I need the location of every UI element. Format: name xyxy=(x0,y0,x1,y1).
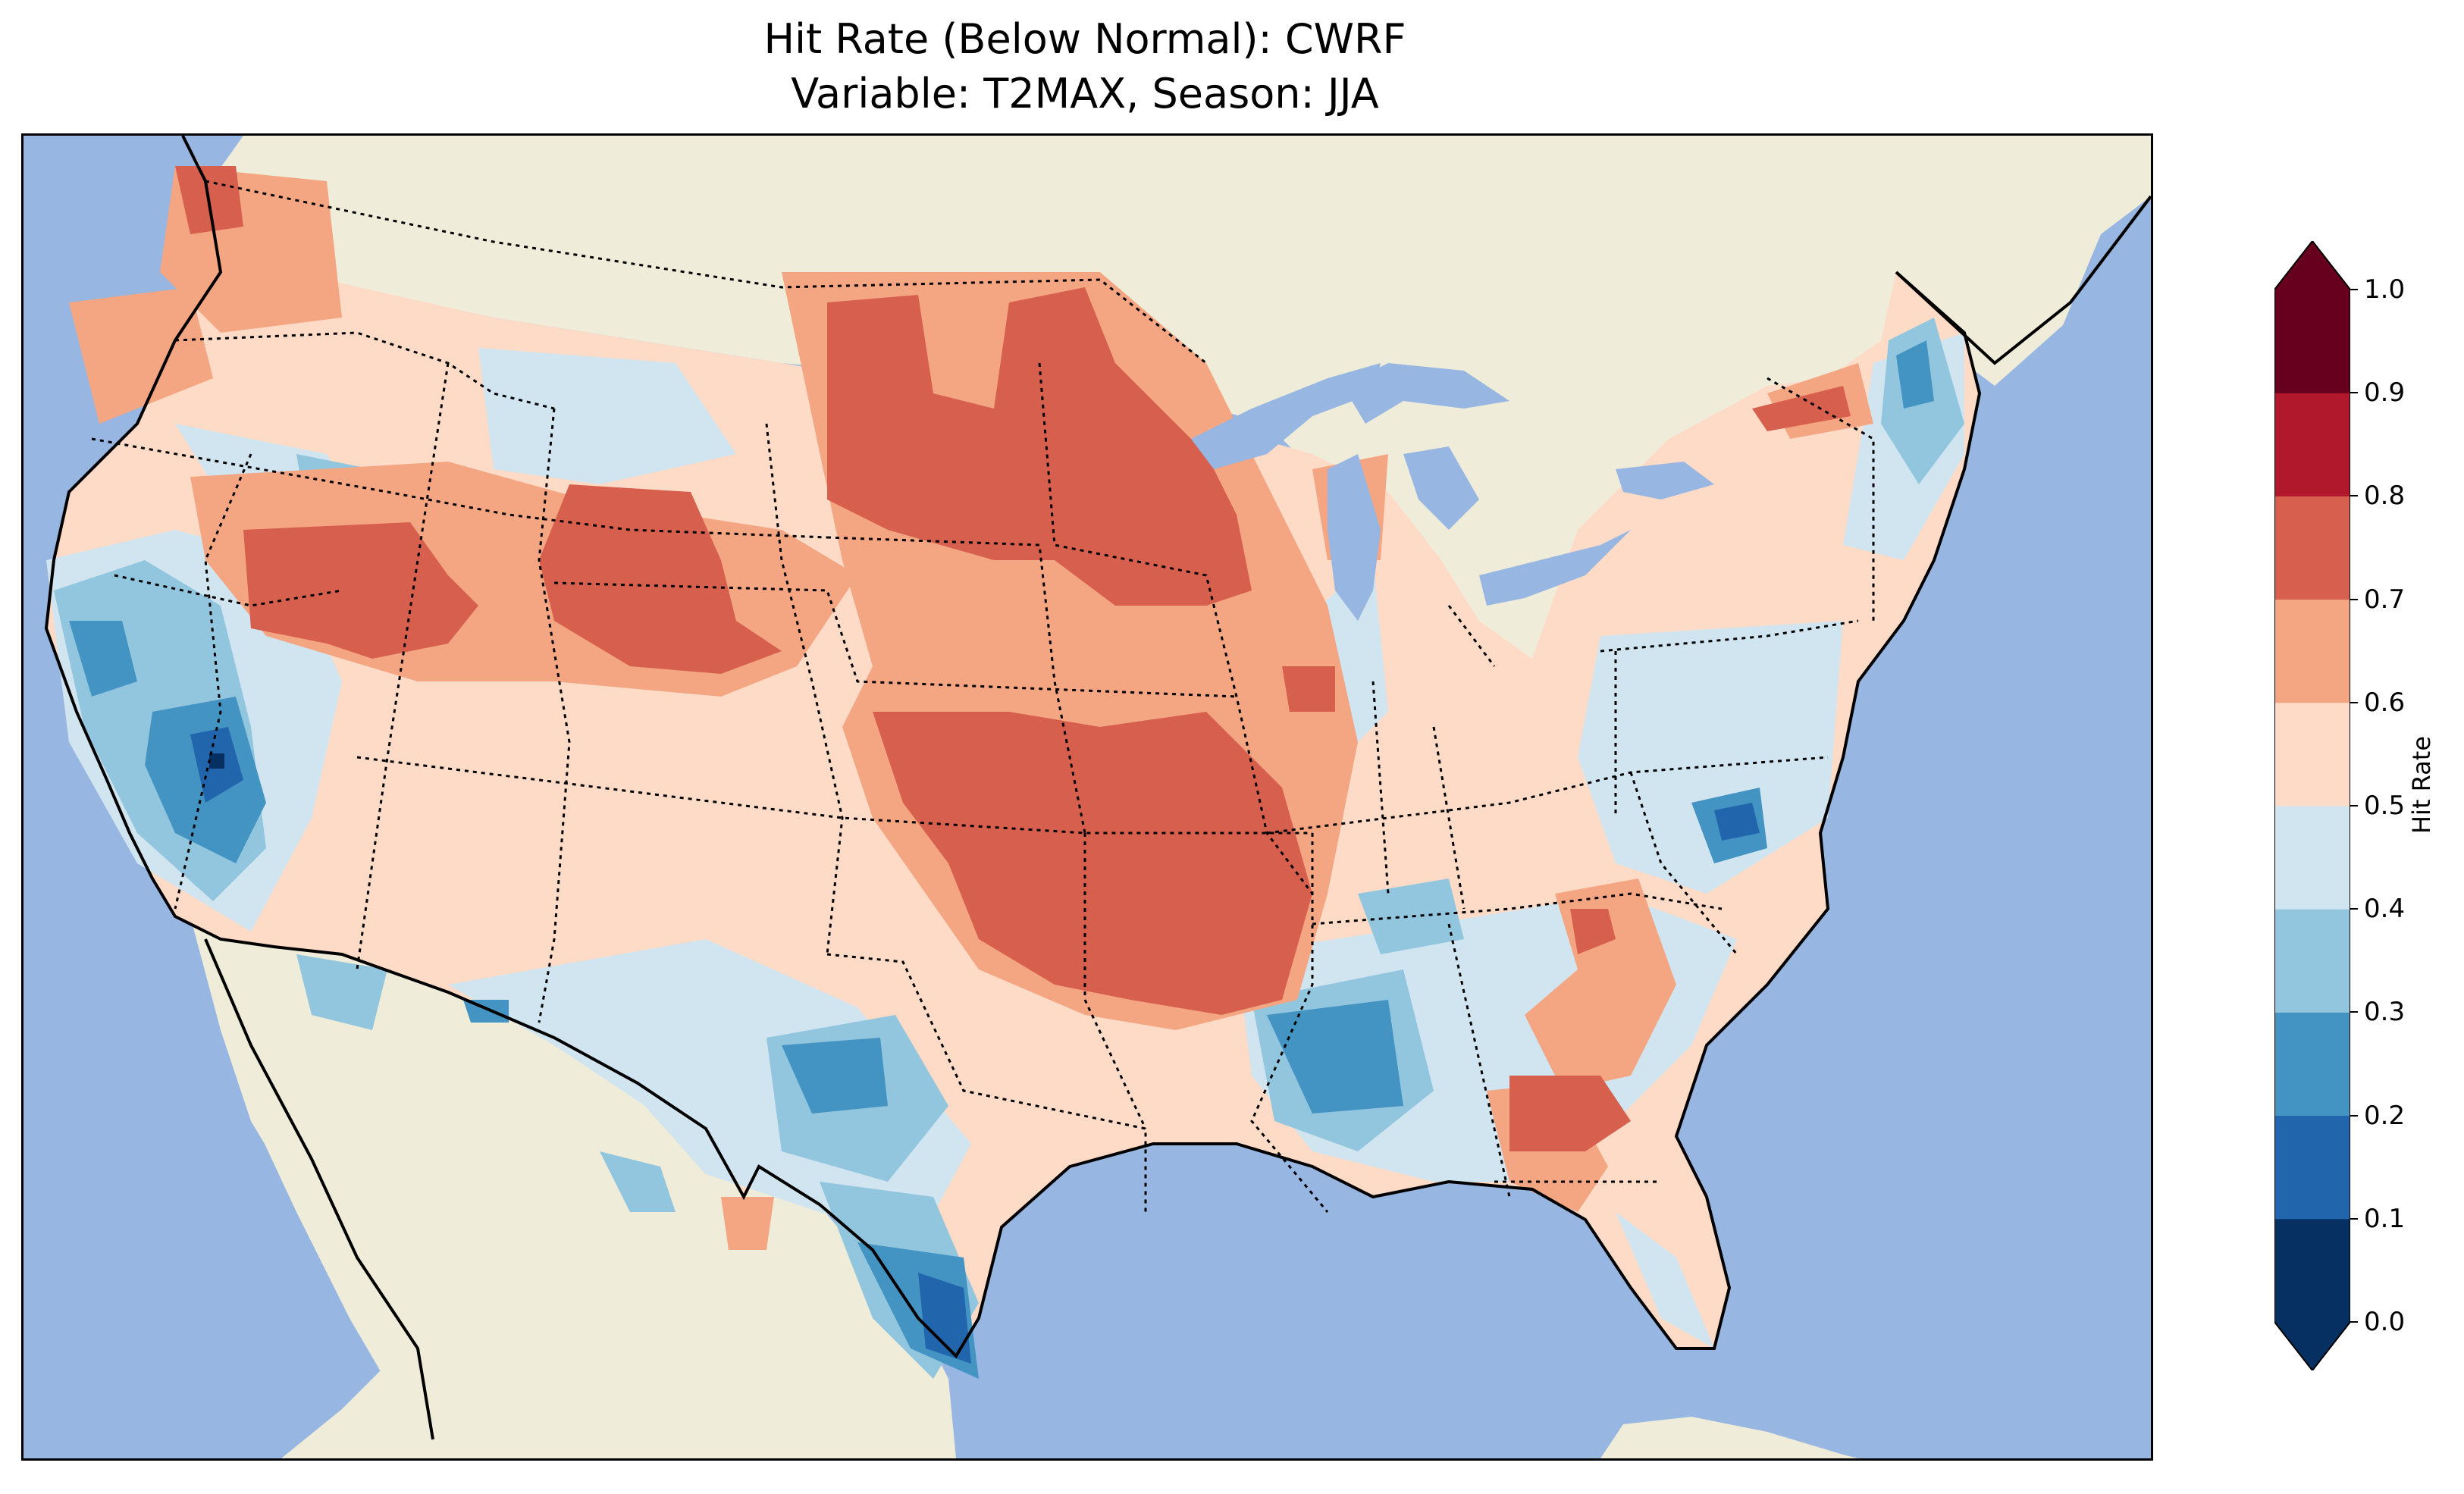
colorbar-tick-mark xyxy=(2350,908,2358,910)
map-svg xyxy=(24,136,2151,1458)
colorbar-tick-label: 0.5 xyxy=(2364,791,2406,821)
region-0.7-0.8 xyxy=(175,166,1851,1151)
colorbar-label: Hit Rate xyxy=(2407,735,2436,834)
chart-title-line-2: Variable: T2MAX, Season: JJA xyxy=(791,70,1379,117)
colorbar-tick-mark xyxy=(2350,598,2358,600)
cuba-land xyxy=(1600,1417,1858,1458)
colorbar-bin-0.8-0.9 xyxy=(2274,393,2350,496)
great-lakes xyxy=(1191,363,1714,621)
colorbar-extend-max xyxy=(2274,241,2350,290)
region-0.0-0.1 xyxy=(209,753,224,769)
colorbar-tick-label: 0.0 xyxy=(2364,1307,2406,1337)
colorbar-bin-0.5-0.6 xyxy=(2274,702,2350,807)
colorbar-bin-0.1-0.2 xyxy=(2274,1115,2350,1220)
colorbar-tick-label: 0.6 xyxy=(2364,687,2406,718)
colorbar-bin-0.3-0.4 xyxy=(2274,909,2350,1013)
colorbar-bin-0.9-1.0 xyxy=(2274,290,2350,393)
colorbar-bin-0.4-0.5 xyxy=(2274,806,2350,910)
colorbar-tick-label: 0.2 xyxy=(2364,1100,2406,1131)
chart-title-line-1: Hit Rate (Below Normal): CWRF xyxy=(763,15,1406,63)
colorbar-tick-mark xyxy=(2350,1321,2358,1323)
colorbar-tick-mark xyxy=(2350,1217,2358,1220)
colorbar-tick-mark xyxy=(2350,392,2358,394)
colorbar-bin-0.7-0.8 xyxy=(2274,496,2350,600)
colorbar-tick-mark xyxy=(2350,1011,2358,1013)
colorbar-tick-label: 1.0 xyxy=(2364,274,2406,305)
colorbar-bin-0.2-0.3 xyxy=(2274,1012,2350,1117)
map-panel xyxy=(21,133,2153,1461)
colorbar-tick-mark xyxy=(2350,495,2358,497)
colorbar-extend-min xyxy=(2274,1322,2350,1370)
colorbar-tick-label: 0.7 xyxy=(2364,584,2406,615)
colorbar-bins xyxy=(2274,290,2350,1323)
colorbar-bin-0.0-0.1 xyxy=(2274,1218,2350,1323)
baja-coastline xyxy=(204,938,434,1440)
colorbar-tick-label: 0.3 xyxy=(2364,997,2406,1028)
colorbar-tick-mark xyxy=(2350,289,2358,290)
baja-peninsula xyxy=(205,939,433,1439)
colorbar-tick-label: 0.4 xyxy=(2364,894,2406,925)
colorbar-tick-label: 0.9 xyxy=(2364,377,2406,409)
colorbar-tick-mark xyxy=(2350,701,2358,703)
colorbar-tick-mark xyxy=(2350,805,2358,807)
colorbar-tick-label: 0.1 xyxy=(2364,1203,2406,1234)
state-borders xyxy=(91,180,1875,1213)
colorbar-tick-mark xyxy=(2350,1114,2358,1117)
coastline xyxy=(44,136,2151,1359)
colorbar-bin-0.6-0.7 xyxy=(2274,599,2350,703)
colorbar-tick-label: 0.8 xyxy=(2364,481,2406,512)
colorbar xyxy=(2274,241,2350,1370)
